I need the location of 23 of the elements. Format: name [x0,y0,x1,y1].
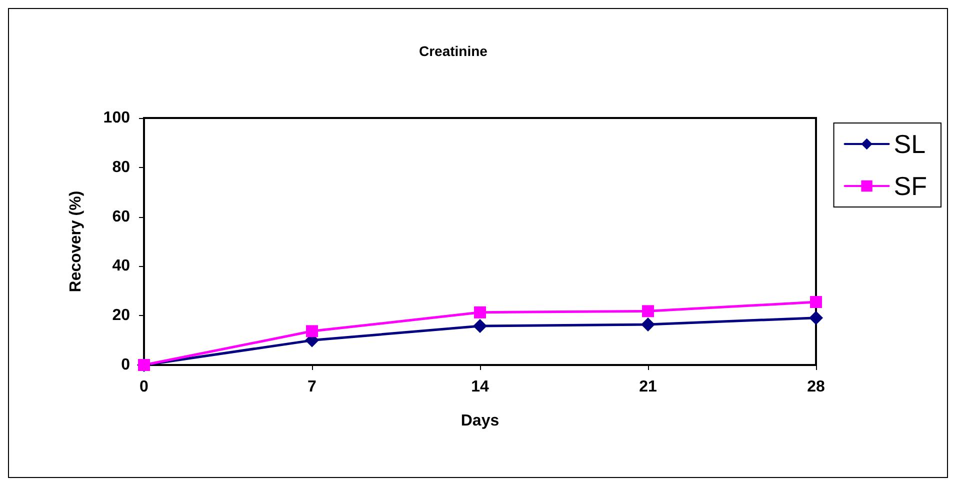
y-tick-label: 40 [112,258,130,275]
x-tick-label: 28 [807,378,825,396]
point [809,310,823,325]
x-axis-title: Days [460,412,500,430]
y-tick-label: 100 [103,110,130,126]
x-tick-label: 14 [471,378,489,396]
y-tick-label: 80 [112,158,130,176]
point [306,325,318,338]
x-tick-label: 21 [639,378,657,396]
y-tick-label: 20 [112,307,130,324]
point [642,305,654,318]
x-tick-label: 7 [308,378,317,396]
y-tick-label: 60 [112,208,130,226]
point [641,317,655,332]
x-tick-label: 0 [140,378,149,396]
y-tick-label: 0 [121,356,130,374]
y-axis-title: Recovery (%) [68,190,84,292]
chart-title: Creatinine [419,43,488,59]
point [810,296,822,308]
point [473,318,487,333]
legend-label: SF [894,171,928,201]
legend-label: SL [894,129,926,159]
point [474,306,486,318]
